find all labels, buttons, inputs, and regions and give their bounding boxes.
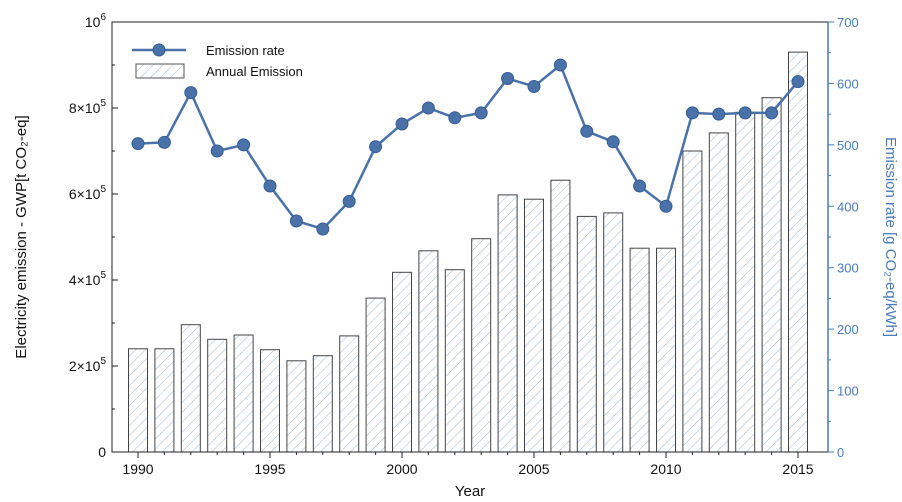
right-axis-title: Emission rate [g CO₂-eq/kWh] [882,137,899,337]
rate-point-2008 [606,135,620,149]
rate-point-2004 [501,72,515,85]
bar-1996 [286,360,307,453]
x-tick-label: 2015 [782,461,813,477]
x-axis-title: Year [455,483,485,500]
rate-point-2015 [791,75,805,89]
bar-1994 [233,334,254,453]
line-series-emission-rate [131,58,805,236]
rate-point-1994 [237,138,251,152]
rate-point-2011 [685,106,699,120]
bar-2015 [788,51,808,453]
left-axis-ticks: 0 2×105 4×105 6×105 8×105 106 [69,12,118,460]
left-tick-label: 4×105 [69,270,107,288]
bar-1995 [260,349,280,453]
rate-point-1991 [157,135,171,149]
rate-point-2009 [633,179,647,193]
x-tick-label: 1990 [122,461,153,477]
right-tick-label: 500 [837,138,859,153]
bar-1997 [312,355,333,453]
legend-label-emission-rate: Emission rate [206,43,285,58]
legend-marker-swatch [152,43,166,57]
right-tick-label: 700 [837,15,859,30]
right-tick-label: 0 [837,445,844,460]
rate-point-2006 [553,58,567,72]
rate-point-1990 [131,137,145,151]
left-tick-label: 6×105 [69,184,107,202]
right-tick-label: 300 [837,261,859,276]
rate-point-2013 [738,106,752,120]
bar-2000 [392,271,412,453]
bar-2003 [471,238,492,453]
bar-1993 [207,338,228,453]
bar-series-annual-emission [128,51,808,453]
x-tick-label: 2005 [518,461,549,477]
bar-2014 [761,97,782,453]
bar-2004 [497,194,518,453]
rate-point-1995 [263,179,277,193]
bar-1991 [154,348,175,453]
rate-point-2002 [448,111,462,125]
bar-2009 [629,247,650,453]
bar-2012 [708,132,729,453]
bar-2002 [444,269,465,453]
rate-point-1992 [184,86,198,100]
bar-2005 [524,198,544,453]
left-tick-label: 0 [98,444,106,460]
rate-point-1999 [369,140,383,154]
bar-1999 [365,297,386,453]
right-tick-label: 200 [837,322,859,337]
legend-bar-swatch [135,63,185,79]
right-tick-label: 600 [837,76,859,91]
rate-point-1998 [342,194,356,208]
bar-2013 [735,111,756,453]
x-tick-label: 2010 [650,461,681,477]
legend-label-annual-emission: Annual Emission [206,64,303,79]
left-axis-title: Electricity emission - GWP[t CO₂-eq] [13,115,30,358]
bar-1998 [339,335,360,453]
rate-point-2014 [765,106,779,120]
right-tick-label: 100 [837,384,859,399]
bar-2006 [550,179,571,453]
rate-point-2012 [712,107,726,121]
rate-point-1996 [289,214,303,228]
right-axis-ticks: 0 100 200 300 400 500 600 700 [828,15,859,460]
left-tick-label: 106 [85,12,107,30]
bar-2008 [603,212,624,453]
rate-point-2010 [659,199,673,213]
rate-point-2001 [421,101,435,115]
rate-point-1993 [210,144,224,158]
legend: Emission rate Annual Emission [132,43,303,79]
bar-2010 [656,247,676,453]
x-axis-ticks: 1990 1995 2000 2005 2010 2015 [122,452,814,477]
left-tick-label: 2×105 [69,356,107,374]
rate-point-2007 [580,124,594,138]
rate-point-1997 [316,222,330,236]
bar-1990 [128,348,148,453]
x-tick-label: 2000 [386,461,417,477]
rate-point-2000 [395,117,409,131]
bar-2011 [682,150,703,453]
bar-1992 [180,324,201,453]
rate-point-2005 [527,80,541,93]
emission-rate-line [137,62,799,231]
left-tick-label: 8×105 [69,98,107,116]
right-tick-label: 400 [837,199,859,214]
bar-2001 [418,250,439,453]
x-tick-label: 1995 [254,461,285,477]
bar-2007 [576,215,597,453]
rate-point-2003 [474,106,488,120]
